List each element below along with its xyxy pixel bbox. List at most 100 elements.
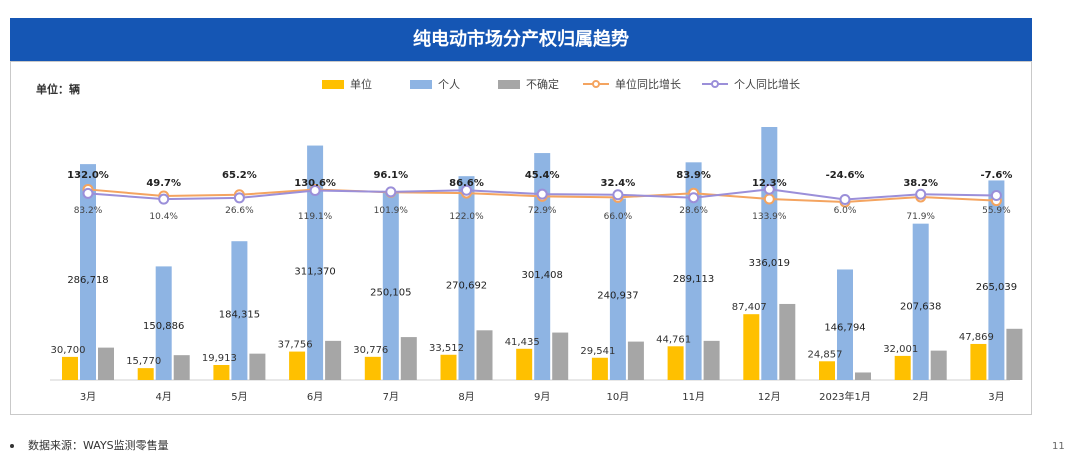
page-number: 11	[1052, 441, 1065, 452]
bar-uncertain	[779, 303, 796, 380]
data-label-personal: 336,019	[749, 258, 790, 269]
data-label-personal-yoy: 101.9%	[374, 206, 409, 216]
x-tick-label: 3月	[988, 391, 1004, 403]
data-label-unit: 30,700	[51, 345, 86, 356]
line-point-personal-yoy	[612, 189, 624, 201]
bar-personal	[382, 191, 399, 380]
data-label-unit-yoy: 49.7%	[146, 178, 181, 189]
legend: 单位 个人 不确定 单位同比增长 个人同比增长	[0, 76, 1080, 94]
data-label-personal-yoy: 119.1%	[298, 212, 333, 222]
source-text: 数据来源：WAYS监测零售量	[28, 439, 169, 452]
chart-title-banner: 纯电动市场分产权归属趋势	[10, 18, 1032, 61]
data-label-unit: 15,770	[126, 356, 161, 367]
x-tick-label: 2月	[913, 391, 929, 403]
bar-unit	[364, 356, 381, 380]
legend-swatch-unit	[322, 79, 344, 89]
legend-item-personal[interactable]: 个人	[410, 76, 460, 92]
line-point-personal-yoy	[990, 190, 1002, 202]
bar-personal	[609, 198, 626, 380]
bar-personal	[837, 269, 853, 380]
data-label-unit-yoy: 38.2%	[903, 178, 938, 189]
legend-label-personal-yoy: 个人同比增长	[734, 78, 800, 91]
data-label-personal-yoy: 66.0%	[604, 212, 633, 222]
data-label-personal: 286,718	[67, 275, 108, 286]
data-label-personal: 184,315	[219, 310, 260, 321]
bullet-icon	[10, 444, 14, 448]
x-tick-label: 5月	[231, 391, 247, 403]
data-label-unit: 30,776	[353, 345, 388, 356]
bar-personal	[307, 145, 324, 380]
bar-uncertain	[249, 353, 266, 380]
legend-item-uncertain[interactable]: 不确定	[498, 76, 559, 92]
x-tick-label: 8月	[458, 391, 474, 403]
bar-personal	[685, 162, 702, 380]
bar-unit	[667, 346, 684, 380]
data-label-unit: 32,001	[883, 344, 918, 355]
data-label-unit-yoy: -24.6%	[826, 170, 865, 181]
data-label-personal: 250,105	[370, 287, 411, 298]
bar-unit	[516, 348, 533, 380]
data-label-unit: 41,435	[505, 337, 540, 348]
data-label-unit: 19,913	[202, 353, 237, 364]
data-label-personal: 311,370	[294, 267, 335, 278]
bar-unit	[440, 354, 457, 380]
x-tick-label: 4月	[156, 391, 172, 403]
bar-uncertain	[1006, 328, 1023, 380]
data-label-unit-yoy: 65.2%	[222, 170, 257, 181]
bar-uncertain	[173, 355, 190, 380]
x-tick-label: 11月	[682, 391, 705, 403]
data-label-personal-yoy: 6.0%	[834, 206, 857, 216]
data-label-personal-yoy: 71.9%	[906, 212, 935, 222]
x-tick-label: 7月	[383, 391, 399, 403]
x-tick-label: 9月	[534, 391, 550, 403]
legend-label-uncertain: 不确定	[526, 78, 559, 91]
data-label-personal-yoy: 72.9%	[528, 206, 557, 216]
data-label-unit-yoy: 86.6%	[449, 178, 484, 189]
bar-uncertain	[855, 372, 871, 380]
x-tick-label: 10月	[607, 391, 630, 403]
legend-item-personal-yoy[interactable]: 个人同比增长	[702, 76, 800, 92]
data-label-unit-yoy: 96.1%	[373, 170, 408, 181]
unit-label: 单位：辆	[36, 83, 80, 96]
legend-swatch-uncertain	[498, 79, 520, 89]
bar-personal	[988, 180, 1005, 380]
data-label-unit: 33,512	[429, 343, 464, 354]
data-label-personal: 146,794	[824, 322, 865, 333]
x-tick-label: 6月	[307, 391, 323, 403]
legend-swatch-unit-yoy	[583, 79, 609, 89]
data-label-personal: 265,039	[976, 282, 1017, 293]
bar-personal	[912, 223, 929, 380]
data-label-unit-yoy: 132.0%	[67, 170, 109, 181]
legend-item-unit[interactable]: 单位	[322, 76, 372, 92]
line-point-personal-yoy	[158, 193, 170, 205]
data-label-personal-yoy: 28.6%	[679, 206, 708, 216]
data-label-personal: 150,886	[143, 321, 184, 332]
line-point-personal-yoy	[763, 183, 775, 195]
data-label-unit: 44,761	[656, 334, 691, 345]
bar-uncertain	[552, 332, 569, 380]
bar-personal	[534, 153, 551, 380]
data-label-unit: 87,407	[732, 302, 767, 313]
line-point-personal-yoy	[233, 192, 245, 204]
legend-label-personal: 个人	[438, 78, 460, 91]
x-tick-label: 2023年1月	[819, 390, 871, 403]
line-point-personal-yoy	[385, 186, 397, 198]
x-tick-label: 3月	[80, 391, 96, 403]
x-tick-label: 12月	[758, 391, 781, 403]
data-label-unit-yoy: 83.9%	[676, 170, 711, 181]
line-point-unit-yoy	[763, 193, 775, 205]
legend-item-unit-yoy[interactable]: 单位同比增长	[583, 76, 681, 92]
bar-unit	[894, 355, 911, 380]
line-point-personal-yoy	[688, 192, 700, 204]
legend-label-unit: 单位	[350, 78, 372, 91]
bar-uncertain	[400, 337, 417, 380]
data-label-personal-yoy: 26.6%	[225, 206, 254, 216]
data-label-unit-yoy: 32.4%	[601, 178, 636, 189]
data-label-unit-yoy: 45.4%	[525, 170, 560, 181]
bar-unit	[62, 356, 78, 380]
data-label-personal-yoy: 122.0%	[449, 212, 484, 222]
bar-unit	[743, 314, 760, 380]
data-label-personal-yoy: 10.4%	[149, 212, 178, 222]
data-label-unit-yoy: -7.6%	[980, 170, 1012, 181]
